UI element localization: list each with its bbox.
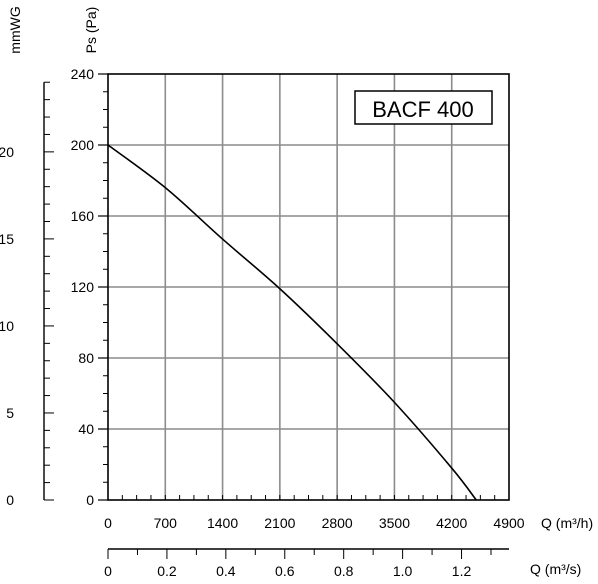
x-tick-label: 2100: [264, 515, 295, 531]
series-line: [107, 144, 477, 501]
secondary-y-axis-label: mmWG: [7, 6, 23, 53]
x-axis-label: Q (m³/h): [541, 515, 593, 531]
x-tick-label: 1400: [207, 515, 238, 531]
secondary-x-tick-label: 0.6: [275, 563, 295, 579]
chart-title: BACF 400: [372, 97, 474, 122]
secondary-y-tick-label: 5: [6, 405, 14, 421]
secondary-x-tick-label: 1.2: [452, 563, 472, 579]
secondary-y-tick-label: 20: [0, 144, 14, 160]
primary-y-axis-label: Ps (Pa): [83, 7, 99, 54]
y-tick-label: 0: [86, 492, 94, 508]
x-tick-label: 2800: [322, 515, 353, 531]
secondary-x-tick-label: 0: [104, 563, 112, 579]
y-tick-label: 240: [71, 66, 95, 82]
x-tick-label: 700: [154, 515, 178, 531]
secondary-y-tick-label: 10: [0, 318, 14, 334]
primary-x-axis: 0 700 1400 2100 2800 3500 4200 4900: [104, 495, 525, 531]
series-layer: [107, 144, 477, 501]
primary-y-axis: 0 40 80 120 160 200 240: [71, 66, 108, 508]
secondary-x-tick-label: 0.2: [157, 563, 177, 579]
x-tick-label: 3500: [379, 515, 410, 531]
y-tick-label: 200: [71, 137, 95, 153]
y-tick-label: 40: [78, 421, 94, 437]
secondary-y-tick-label: 15: [0, 231, 14, 247]
x-tick-label: 0: [104, 515, 112, 531]
x-tick-label: 4200: [436, 515, 467, 531]
secondary-x-tick-label: 0.4: [216, 563, 236, 579]
secondary-x-axis: 0 0.2 0.4 0.6 0.8 1.0 1.2: [104, 548, 509, 579]
secondary-x-axis-label: Q (m³/s): [530, 561, 581, 577]
x-tick-label: 4900: [493, 515, 524, 531]
secondary-y-axis: 0 5 10 15 20: [0, 81, 54, 508]
y-tick-label: 120: [71, 279, 95, 295]
secondary-y-tick-label: 0: [6, 492, 14, 508]
secondary-x-tick-label: 1.0: [393, 563, 413, 579]
y-tick-label: 160: [71, 208, 95, 224]
chart-title-box: BACF 400: [354, 90, 493, 125]
y-tick-label: 80: [78, 350, 94, 366]
secondary-x-tick-label: 0.8: [334, 563, 354, 579]
grid-lines: [108, 74, 509, 500]
